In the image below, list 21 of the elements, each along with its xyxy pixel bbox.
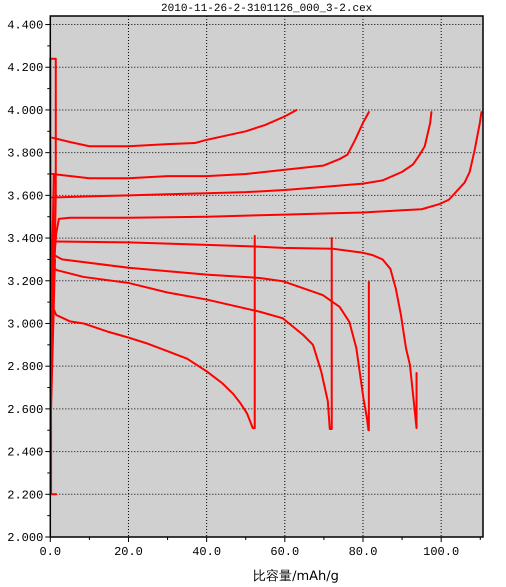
y-tick-label: 2.000: [7, 531, 44, 545]
x-tick-label: 60.0: [270, 545, 300, 559]
y-tick-label: 2.400: [7, 446, 44, 460]
x-axis-title: 比容量/mAh/g: [253, 568, 339, 584]
x-tick-label: 80.0: [348, 545, 378, 559]
y-tick-label: 2.600: [7, 402, 44, 417]
y-tick-label: 4.200: [7, 61, 44, 76]
y-tick-label: 3.200: [7, 274, 44, 289]
chart-title: 2010-11-26-2-3101126_000_3-2.cex: [161, 3, 373, 15]
y-tick-label: 3.600: [7, 189, 44, 204]
x-tick-label: 0.0: [39, 545, 62, 559]
y-tick-label: 3.800: [7, 146, 44, 161]
y-tick-label: 2.200: [7, 488, 44, 502]
y-tick-label: 3.400: [7, 232, 44, 246]
y-tick-label: 3.000: [7, 317, 44, 332]
y-tick-label: 4.000: [7, 104, 44, 118]
y-tick-label: 4.400: [7, 18, 44, 33]
x-tick-label: 100.0: [423, 545, 460, 559]
x-tick-label: 20.0: [114, 545, 143, 559]
y-tick-label: 2.800: [7, 360, 44, 374]
x-tick-label: 40.0: [192, 545, 222, 559]
